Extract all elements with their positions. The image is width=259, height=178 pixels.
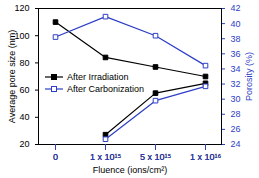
svg-text:40: 40 [19, 112, 29, 122]
svg-text:80: 80 [19, 58, 29, 68]
svg-text:34: 34 [231, 64, 241, 74]
svg-text:36: 36 [231, 49, 241, 59]
html-text:After Carbonization: After Carbonization [67, 84, 144, 94]
html-text:After Irradiation: After Irradiation [67, 72, 129, 82]
svg-text:Average pore size (nm): Average pore size (nm) [7, 30, 17, 123]
svg-text:20: 20 [19, 139, 29, 149]
svg-text:0: 0 [53, 152, 58, 162]
svg-text:30: 30 [231, 94, 241, 104]
svg-text:28: 28 [231, 109, 241, 119]
svg-text:1 x 10¹⁶: 1 x 10¹⁶ [190, 152, 222, 162]
svg-text:Porosity (%): Porosity (%) [244, 52, 254, 101]
svg-text:1 x 10¹⁵: 1 x 10¹⁵ [90, 152, 122, 162]
svg-text:24: 24 [231, 139, 241, 149]
svg-text:120: 120 [14, 3, 29, 13]
svg-text:26: 26 [231, 124, 241, 134]
svg-text:5 x 10¹⁵: 5 x 10¹⁵ [140, 152, 172, 162]
svg-text:1 x 10¹⁶: 1 x 10¹⁶ [190, 152, 222, 162]
svg-text:0: 0 [53, 152, 58, 162]
svg-text:40: 40 [231, 18, 241, 28]
svg-text:100: 100 [14, 30, 30, 41]
svg-text:42: 42 [231, 3, 241, 13]
svg-text:1 x 10¹⁵: 1 x 10¹⁵ [90, 152, 122, 162]
svg-text:5 x 10¹⁵: 5 x 10¹⁵ [140, 152, 172, 162]
svg-text:32: 32 [231, 79, 241, 89]
svg-text:Fluence (ions/cm²): Fluence (ions/cm²) [93, 165, 168, 175]
svg-text:60: 60 [19, 85, 29, 95]
svg-text:38: 38 [231, 34, 241, 44]
